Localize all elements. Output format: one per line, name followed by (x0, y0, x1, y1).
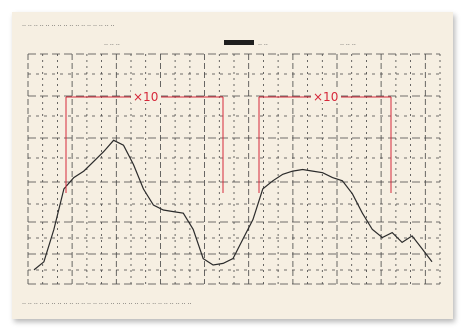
annotation-2-label: ×10 (313, 90, 338, 104)
data-trace (33, 139, 433, 271)
header-text-c: ‥ ‥ ‥ (340, 40, 356, 47)
strip-chart: ‥ ‥ ‥ ‥ ‥ ‥ ‥ ‥ ‥ ‥ ‥ ‥ ‥ ‥ ‥ ‥ ‥ ‥ ‥ ‥ … (22, 21, 441, 306)
strip-chart-panel: ‥ ‥ ‥ ‥ ‥ ‥ ‥ ‥ ‥ ‥ ‥ ‥ ‥ ‥ ‥ ‥ ‥ ‥ ‥ ‥ … (12, 12, 453, 319)
annotation-2-label-bg (311, 89, 341, 103)
annotation-1-label: ×10 (133, 90, 158, 104)
header-marks: ‥ ‥ ‥ ‥ ‥ ‥ ‥ ‥ ‥ ‥ ‥ ‥ ‥ ‥ ‥ ‥ ‥ ‥ ‥ ‥ … (22, 21, 356, 47)
annotation-1-label-bg (131, 89, 161, 103)
footer-marks: ‥ ‥ ‥ ‥ ‥ ‥ ‥ ‥ ‥ ‥ ‥ ‥ ‥ ‥ ‥ ‥ ‥ ‥ ‥ ‥ … (22, 299, 192, 306)
footer-text: ‥ ‥ ‥ ‥ ‥ ‥ ‥ ‥ ‥ ‥ ‥ ‥ ‥ ‥ ‥ ‥ ‥ ‥ ‥ ‥ … (22, 299, 192, 306)
annotations: ×10 ×10 (65, 89, 392, 193)
grid (27, 53, 441, 285)
header-text-a: ‥ ‥ ‥ (104, 40, 120, 47)
header-text-left: ‥ ‥ ‥ ‥ ‥ ‥ ‥ ‥ ‥ ‥ ‥ ‥ ‥ ‥ ‥ ‥ (22, 21, 115, 28)
header-logo-mark (224, 40, 254, 45)
header-text-b: ‥ ‥ (258, 40, 268, 47)
